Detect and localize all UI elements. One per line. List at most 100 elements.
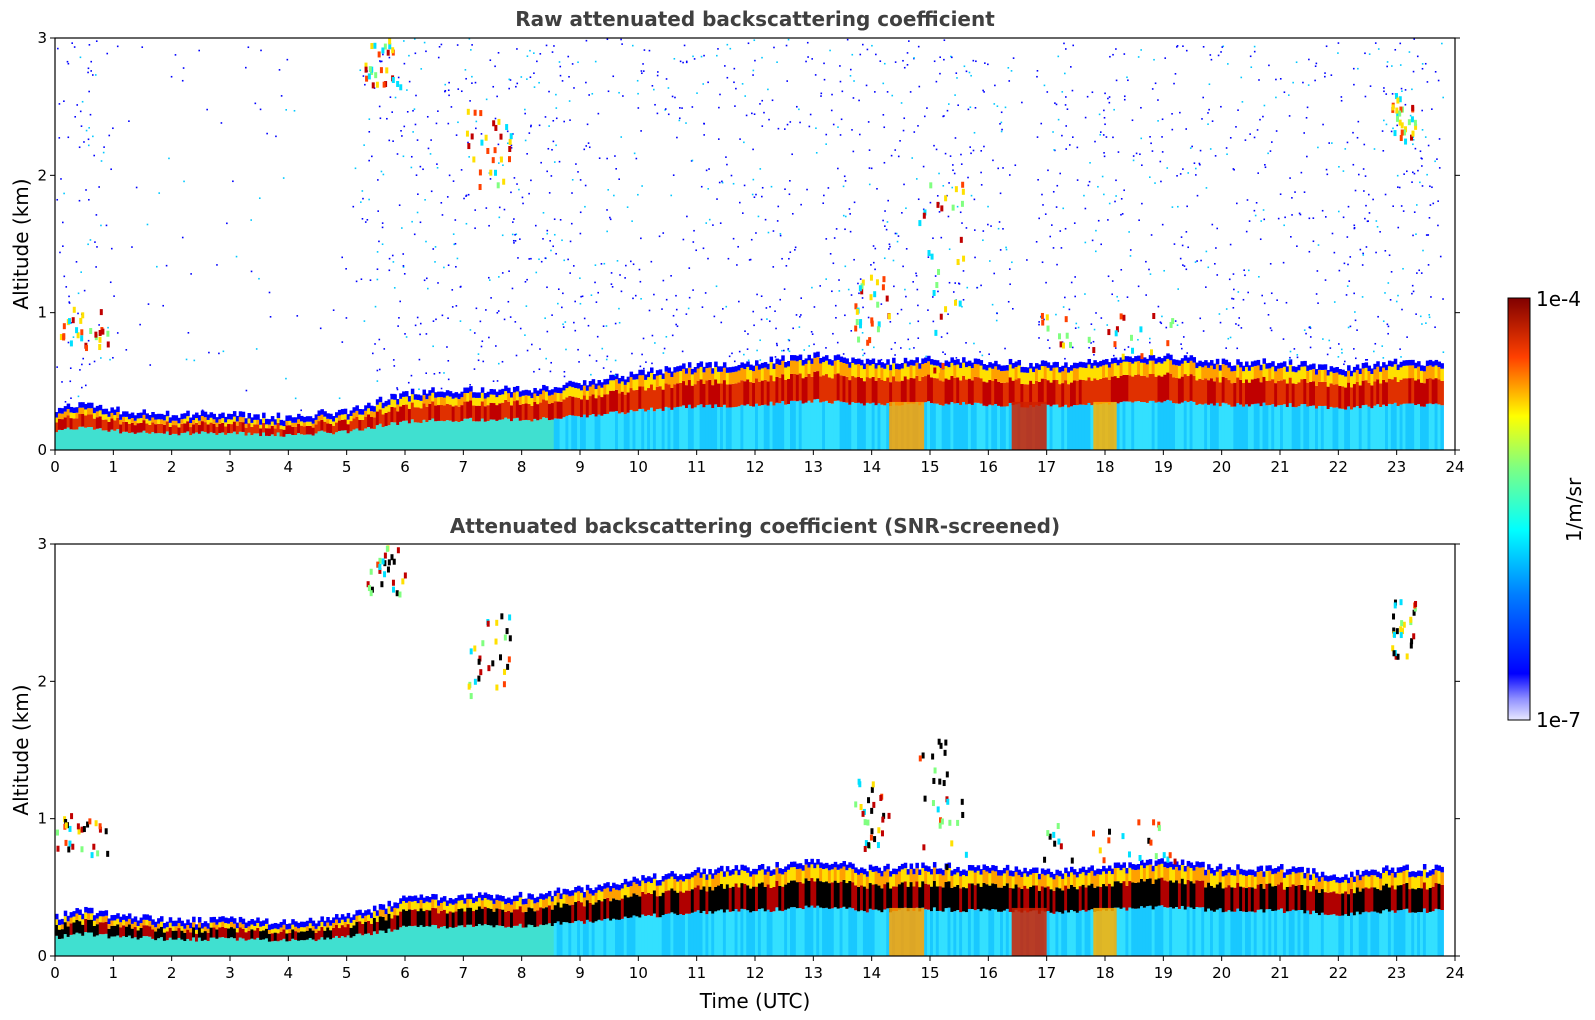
layer-cell (728, 875, 733, 888)
layer-cell (1347, 382, 1351, 407)
layer-cell (317, 930, 322, 940)
layer-cell (871, 376, 876, 403)
noise-pixel (296, 315, 299, 317)
layer-cell (288, 932, 292, 942)
layer-cell (1358, 408, 1363, 450)
feature-cell (1041, 319, 1045, 326)
layer-cell (970, 362, 975, 369)
layer-cell (375, 910, 380, 916)
noise-pixel (80, 271, 82, 273)
noise-pixel (739, 201, 741, 204)
noise-pixel (1010, 70, 1013, 72)
layer-cell (638, 369, 642, 376)
heatmap-area (55, 545, 1444, 956)
layer-cell (451, 421, 456, 450)
layer-cell (769, 401, 774, 450)
layer-cell (848, 362, 852, 368)
noise-pixel (1061, 91, 1064, 93)
layer-cell (1338, 374, 1342, 386)
layer-cell (562, 903, 567, 923)
layer-cell (1032, 383, 1036, 408)
noise-pixel (1260, 220, 1263, 222)
noise-pixel (783, 288, 786, 290)
layer-cell (1414, 405, 1418, 450)
layer-cell (539, 419, 543, 450)
layer-cell (1148, 355, 1153, 361)
layer-cell (512, 925, 517, 956)
noise-pixel (430, 139, 432, 141)
noise-pixel (893, 285, 895, 288)
noise-pixel (1174, 320, 1177, 322)
noise-pixel (497, 310, 500, 312)
noise-pixel (752, 69, 755, 72)
layer-cell (314, 932, 319, 942)
layer-cell (533, 903, 537, 912)
layer-cell (650, 893, 654, 916)
noise-pixel (825, 133, 828, 136)
noise-pixel (1077, 326, 1080, 329)
layer-cell (381, 408, 386, 415)
layer-cell (300, 940, 304, 956)
noise-pixel (969, 146, 971, 148)
layer-cell (174, 420, 179, 426)
layer-cell (565, 415, 569, 450)
layer-cell (92, 413, 97, 419)
noise-pixel (1438, 167, 1441, 169)
noise-pixel (492, 380, 495, 383)
noise-pixel (1442, 298, 1444, 300)
noise-pixel (1308, 250, 1311, 253)
noise-pixel (1208, 83, 1211, 86)
layer-cell (440, 902, 444, 911)
noise-pixel (1413, 172, 1416, 175)
noise-pixel (579, 211, 582, 214)
layer-cell (419, 899, 424, 909)
noise-pixel (944, 152, 947, 155)
layer-cell (367, 414, 371, 428)
noise-pixel (79, 110, 82, 113)
noise-pixel (614, 155, 616, 157)
layer-cell (285, 425, 289, 435)
noise-pixel (1199, 317, 1202, 320)
noise-pixel (1154, 182, 1156, 184)
layer-cell (323, 926, 327, 931)
layer-cell (825, 355, 829, 361)
x-tick-label: 21 (1270, 458, 1289, 476)
noise-pixel (636, 79, 639, 82)
noise-pixel (1325, 168, 1328, 171)
noise-pixel (448, 81, 450, 84)
layer-cell (235, 940, 240, 956)
noise-pixel (1247, 291, 1249, 294)
noise-pixel (975, 60, 977, 63)
noise-pixel (503, 318, 506, 321)
feature-cell (76, 332, 80, 339)
layer-cell (734, 366, 739, 372)
noise-pixel (1426, 173, 1428, 176)
layer-cell (1303, 360, 1307, 367)
layer-cell (580, 384, 584, 391)
noise-pixel (496, 380, 499, 382)
noise-pixel (579, 232, 582, 235)
layer-cell (81, 402, 85, 408)
layer-cell (250, 919, 254, 925)
layer-cell (661, 378, 666, 390)
layer-cell (1102, 377, 1106, 404)
noise-pixel (1228, 278, 1231, 281)
layer-cell (553, 896, 558, 906)
layer-cell (979, 403, 984, 450)
layer-cell (1128, 362, 1132, 376)
noise-pixel (1132, 155, 1135, 157)
layer-cell (232, 431, 237, 450)
layer-cell (693, 869, 698, 876)
layer-cell (1210, 365, 1214, 379)
noise-pixel (1373, 350, 1375, 353)
layer-cell (270, 929, 275, 934)
layer-cell (489, 388, 494, 395)
layer-cell (553, 387, 558, 393)
panel-raw: Raw attenuated backscattering coefficien… (9, 7, 1465, 476)
layer-cell (1011, 362, 1016, 369)
layer-cell (157, 419, 161, 424)
layer-cell (1385, 364, 1389, 371)
noise-pixel (1084, 207, 1087, 210)
layer-cell (1218, 365, 1223, 371)
feature-cell (391, 47, 395, 54)
